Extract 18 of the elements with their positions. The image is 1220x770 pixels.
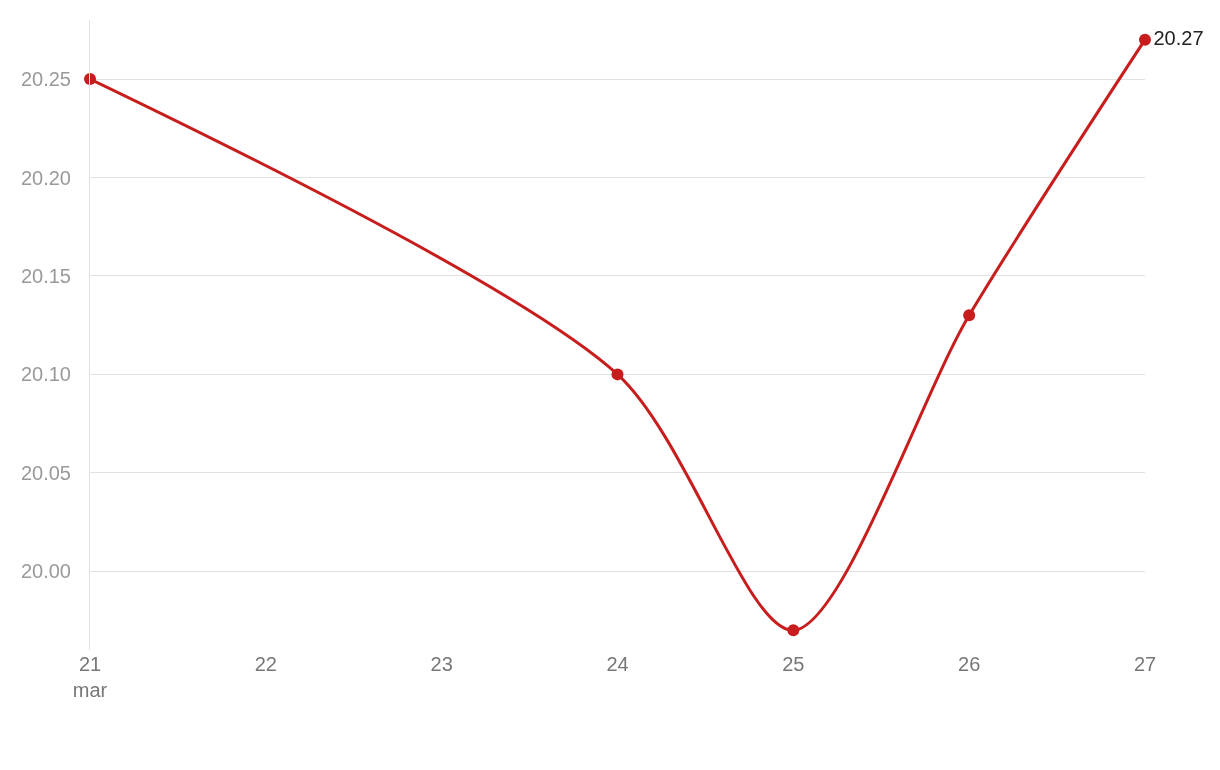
x-tick-label: 23 [430,653,453,675]
point [611,368,624,381]
x-tick-label: 25 [782,653,805,675]
data-label: 20.27 [1153,26,1204,49]
y-tick-label: 20.25 [20,68,71,91]
x-tick-label: 26 [958,653,981,675]
point [1139,33,1151,46]
x-tick-label: 24 [606,653,629,675]
x-tick-label: 21 mar [72,653,108,701]
y-tick-label: 20.05 [20,461,71,484]
x-tick-label: 22 [254,653,277,675]
y-tick-label: 20.00 [20,560,71,583]
x-tick-label: 27 [1133,653,1157,675]
y-tick-label: 20.20 [20,166,71,189]
y-tick-label: 20.10 [20,363,71,386]
point [963,309,976,322]
y-tick-label: 20.15 [20,264,71,287]
point [787,624,800,637]
